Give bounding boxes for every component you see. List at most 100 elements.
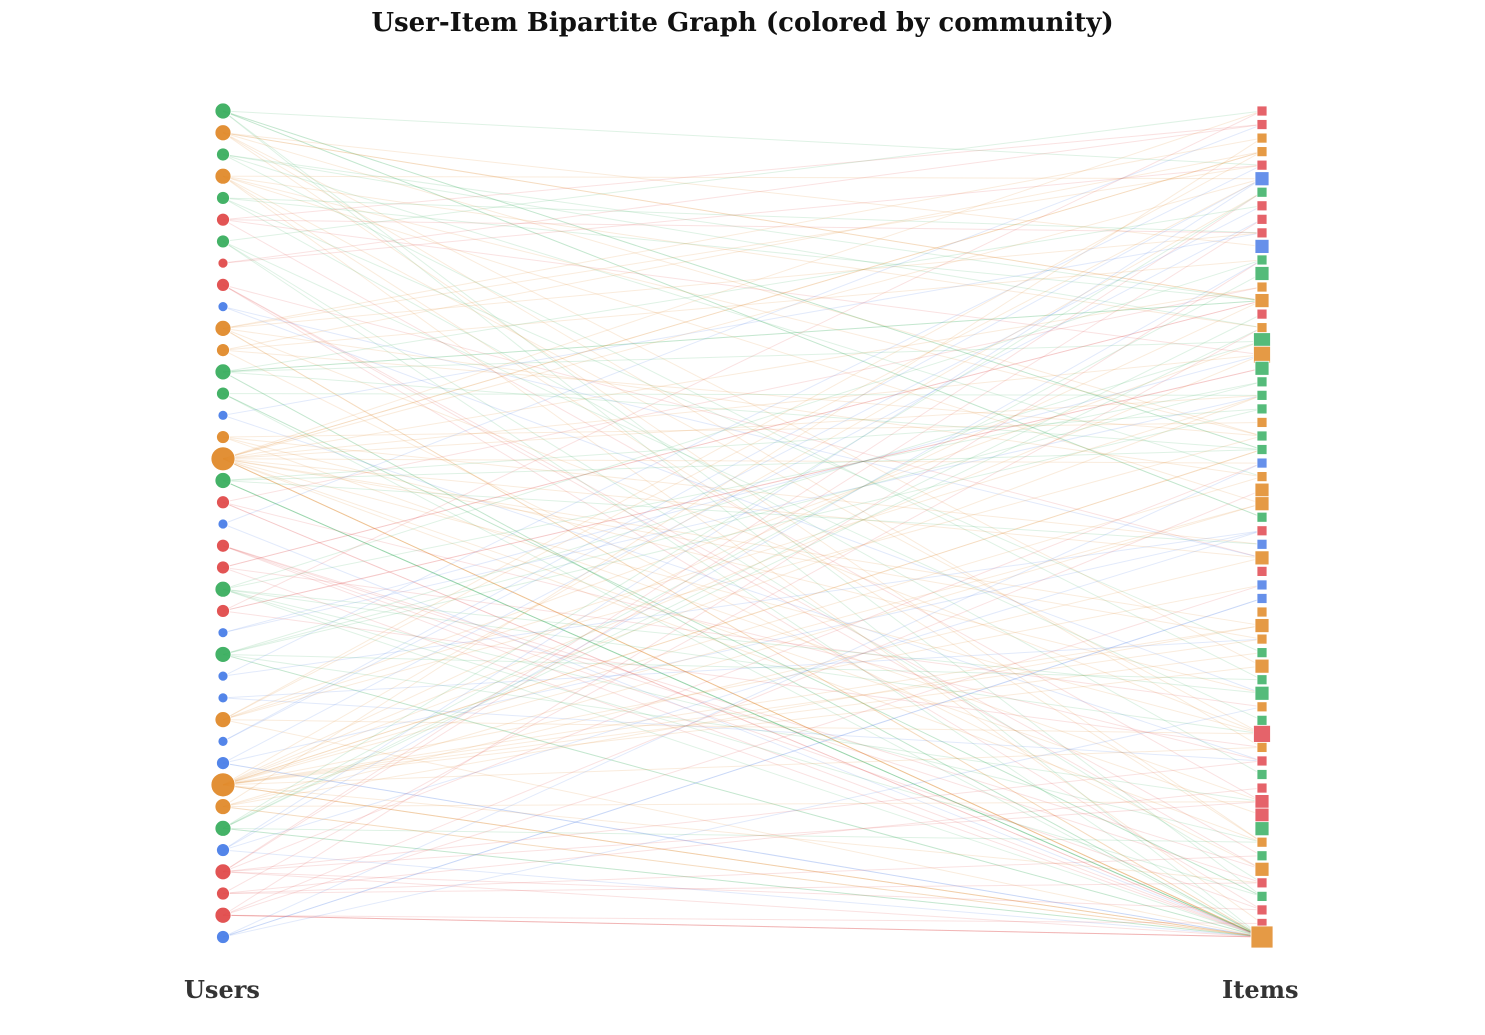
edge bbox=[222, 367, 1263, 612]
item-node bbox=[1254, 266, 1270, 281]
item-node bbox=[1256, 430, 1268, 442]
item-node bbox=[1254, 293, 1270, 308]
edge bbox=[222, 132, 1263, 748]
edge bbox=[222, 349, 1263, 870]
edge bbox=[222, 175, 1263, 505]
edge bbox=[222, 503, 1263, 786]
edge bbox=[222, 697, 1263, 762]
edge bbox=[222, 598, 1263, 938]
edge bbox=[222, 914, 1263, 938]
user-node bbox=[214, 363, 232, 381]
item-node bbox=[1256, 281, 1268, 293]
user-node bbox=[216, 886, 230, 901]
user-node bbox=[216, 495, 230, 510]
edge bbox=[222, 480, 1263, 545]
edge bbox=[222, 327, 1263, 894]
item-node bbox=[1256, 593, 1268, 604]
user-node bbox=[217, 409, 229, 421]
edge bbox=[222, 164, 1263, 677]
edge bbox=[222, 882, 1263, 895]
edge bbox=[222, 327, 1263, 938]
edge bbox=[222, 219, 1263, 803]
user-node bbox=[214, 646, 232, 663]
edge bbox=[222, 178, 1263, 721]
edge bbox=[222, 232, 1263, 329]
edge bbox=[222, 530, 1263, 677]
edge bbox=[222, 151, 1263, 351]
edge bbox=[222, 653, 1263, 681]
item-node bbox=[1256, 457, 1268, 469]
item-node bbox=[1256, 213, 1268, 225]
edge bbox=[222, 545, 1263, 884]
item-node bbox=[1256, 227, 1268, 239]
item-node bbox=[1256, 403, 1268, 415]
edge bbox=[222, 286, 1263, 460]
user-node bbox=[214, 863, 232, 881]
user-node bbox=[217, 518, 229, 530]
item-node bbox=[1256, 254, 1268, 266]
item-node bbox=[1256, 579, 1268, 591]
edge bbox=[222, 584, 1263, 916]
edge bbox=[222, 191, 1263, 786]
edge bbox=[222, 153, 1263, 302]
user-nodes bbox=[210, 102, 236, 944]
item-node bbox=[1254, 618, 1270, 633]
edge bbox=[222, 197, 1263, 775]
item-node bbox=[1256, 606, 1268, 618]
edge bbox=[222, 218, 1263, 764]
edge bbox=[222, 393, 1263, 897]
edge bbox=[222, 588, 1263, 897]
item-node bbox=[1256, 186, 1268, 198]
item-nodes bbox=[1250, 105, 1274, 949]
chart-title: User-Item Bipartite Graph (colored by co… bbox=[371, 8, 1114, 38]
edge bbox=[222, 381, 1263, 590]
edge bbox=[222, 449, 1263, 786]
edge bbox=[222, 787, 1263, 895]
edge bbox=[222, 241, 1263, 938]
user-node bbox=[214, 472, 232, 489]
edge bbox=[222, 232, 1263, 416]
edge bbox=[222, 327, 1263, 735]
edge bbox=[222, 436, 1263, 545]
item-node bbox=[1256, 701, 1268, 713]
item-node bbox=[1256, 376, 1268, 388]
user-node bbox=[216, 430, 230, 444]
edge bbox=[222, 458, 1263, 640]
edge bbox=[222, 914, 1263, 924]
item-node bbox=[1254, 496, 1270, 512]
user-node bbox=[216, 147, 230, 162]
edge bbox=[222, 110, 1263, 897]
edge bbox=[222, 462, 1263, 938]
item-node bbox=[1256, 836, 1268, 848]
item-node bbox=[1256, 444, 1268, 455]
edge bbox=[222, 137, 1263, 807]
edge bbox=[222, 449, 1263, 786]
item-node bbox=[1256, 755, 1268, 767]
edge bbox=[222, 300, 1263, 373]
edge bbox=[222, 458, 1263, 464]
edge bbox=[222, 137, 1263, 329]
edge bbox=[222, 205, 1263, 742]
edge bbox=[222, 806, 1263, 938]
edge bbox=[222, 827, 1263, 938]
edge bbox=[222, 124, 1263, 221]
edge bbox=[222, 175, 1263, 329]
edge bbox=[222, 501, 1263, 938]
edge bbox=[222, 151, 1263, 721]
item-node bbox=[1254, 807, 1270, 823]
edge bbox=[222, 545, 1263, 870]
edge bbox=[222, 408, 1263, 482]
edge bbox=[222, 175, 1263, 735]
edge bbox=[222, 610, 1263, 748]
edge bbox=[222, 219, 1263, 356]
edge bbox=[222, 762, 1263, 938]
edge bbox=[222, 530, 1263, 764]
edge bbox=[222, 489, 1263, 916]
edge bbox=[222, 746, 1263, 786]
item-node bbox=[1254, 685, 1270, 701]
edge bbox=[222, 480, 1263, 938]
item-node bbox=[1253, 724, 1271, 743]
item-node bbox=[1256, 119, 1268, 130]
edge bbox=[222, 284, 1263, 857]
edge bbox=[222, 760, 1263, 873]
